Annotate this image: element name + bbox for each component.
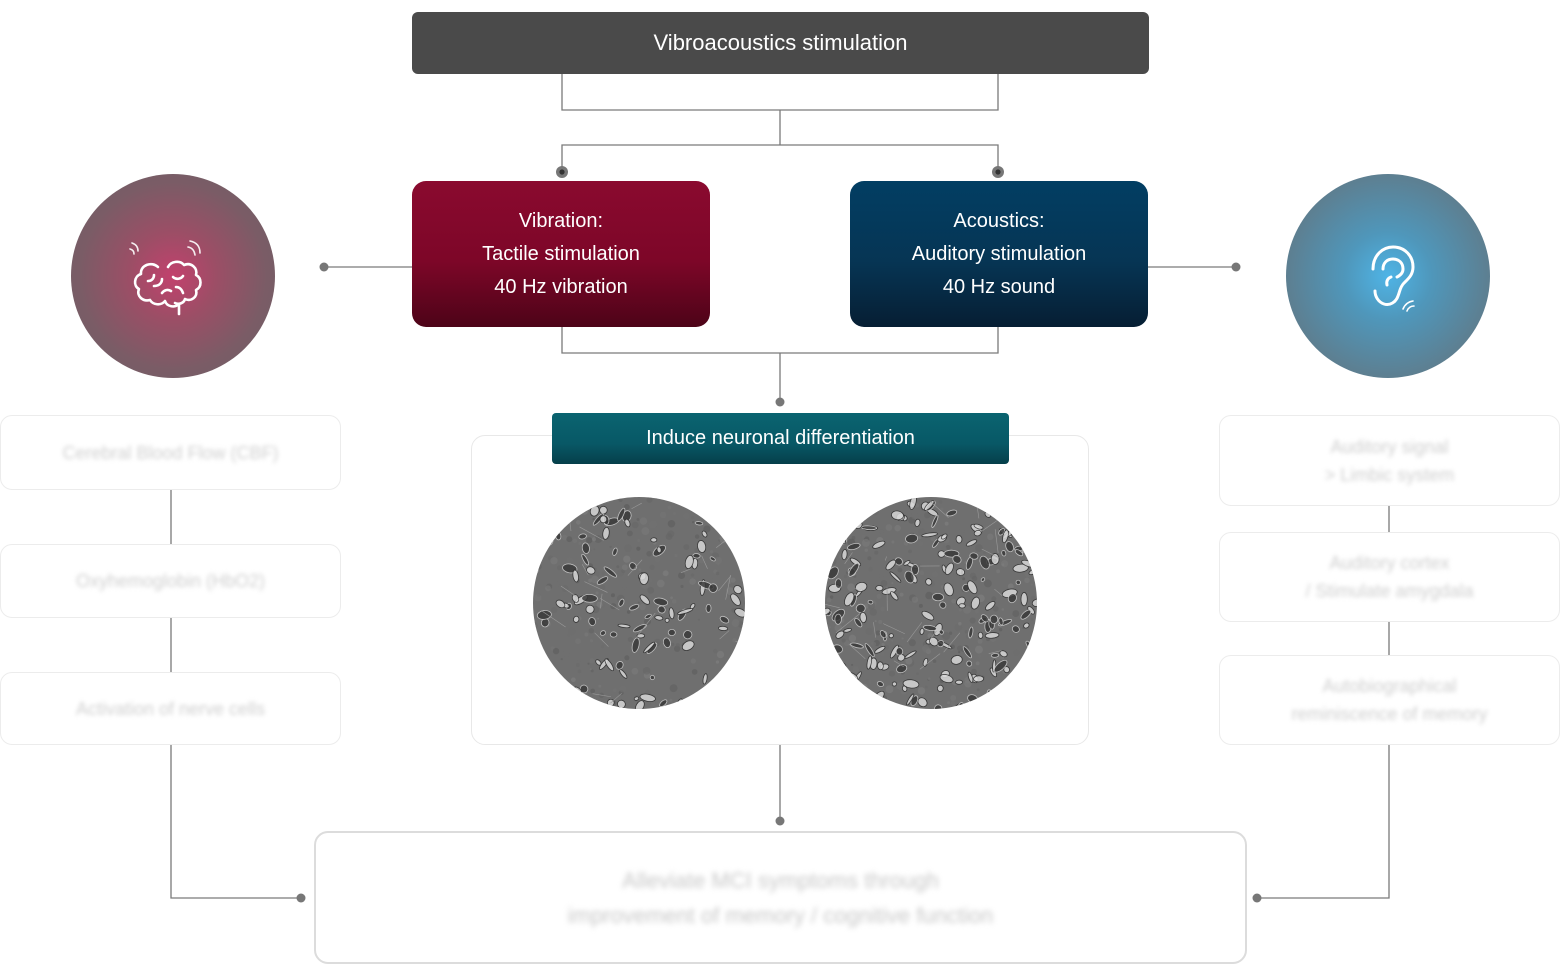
left-step-3: Activation of nerve cells [0, 672, 341, 745]
vibration-card: Vibration: Tactile stimulation 40 Hz vib… [412, 181, 710, 327]
outcome-box: Alleviate MCI symptoms through improveme… [314, 831, 1247, 964]
acoustics-card: Acoustics: Auditory stimulation 40 Hz so… [850, 181, 1148, 327]
left-step-1: Cerebral Blood Flow (CBF) [0, 415, 341, 490]
connector-dot [775, 816, 785, 826]
vibration-type: Tactile stimulation [482, 242, 640, 265]
left-step-3-text: Activation of nerve cells [75, 698, 266, 719]
neuron-label-text: Induce neuronal differentiation [646, 427, 915, 449]
right-step-3-line2: reminiscence of memory [1291, 704, 1488, 724]
ear-circle [1286, 174, 1490, 378]
acoustics-heading: Acoustics: [953, 209, 1045, 232]
connector-dot [319, 262, 329, 272]
microscopy-image-1 [533, 497, 745, 709]
microscopy-image-2 [825, 497, 1037, 709]
title-box: Vibroacoustics stimulation [412, 12, 1149, 74]
title-text: Vibroacoustics stimulation [653, 30, 908, 55]
right-step-1-line1: Auditory signal [1330, 436, 1449, 457]
connector-dot [296, 893, 306, 903]
outcome-line-1: Alleviate MCI symptoms through [622, 867, 939, 893]
vibration-heading: Vibration: [518, 209, 604, 232]
outcome-line-2: improvement of memory / cognitive functi… [567, 902, 994, 928]
right-step-1-line2: > Limbic system [1324, 464, 1455, 485]
connector-dot [775, 397, 785, 407]
acoustics-frequency: 40 Hz sound [942, 275, 1056, 298]
vibration-frequency: 40 Hz vibration [494, 275, 628, 298]
left-step-1-text: Cerebral Blood Flow (CBF) [62, 442, 279, 463]
right-step-3-line1: Autobiographical [1322, 676, 1457, 696]
left-step-2-text: Oxyhemoglobin (HbO2) [75, 571, 266, 591]
left-step-2: Oxyhemoglobin (HbO2) [0, 544, 341, 618]
neuron-differentiation-label: Induce neuronal differentiation [552, 413, 1009, 464]
connector-dot [1231, 262, 1241, 272]
brain-icon [129, 240, 202, 316]
ear-icon [1371, 245, 1415, 312]
right-step-3: Autobiographical reminiscence of memory [1219, 655, 1560, 745]
brain-circle [71, 174, 275, 378]
right-step-2: Auditory cortex / Stimulate amygdala [1219, 532, 1560, 622]
acoustics-type: Auditory stimulation [911, 242, 1087, 265]
right-step-2-line2: / Stimulate amygdala [1305, 581, 1474, 601]
right-step-1: Auditory signal > Limbic system [1219, 415, 1560, 506]
right-step-2-line1: Auditory cortex [1329, 553, 1450, 573]
connector-dot [1252, 893, 1262, 903]
